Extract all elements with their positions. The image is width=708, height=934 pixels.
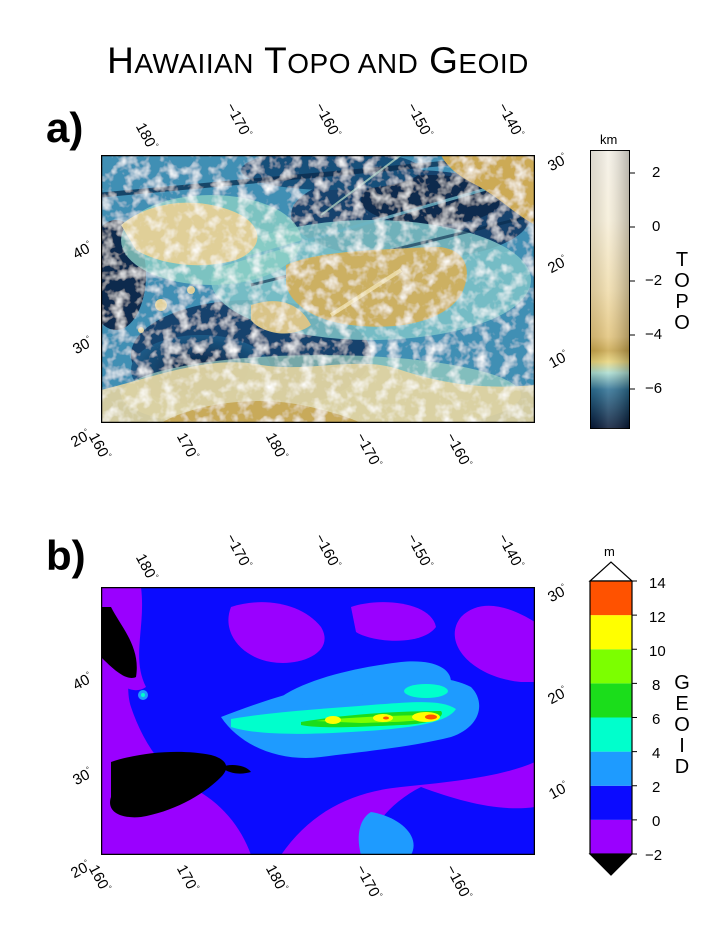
lat-tick: 10° bbox=[546, 347, 569, 373]
lat-tick: 30° bbox=[70, 333, 93, 359]
colorbar-tick-label: −4 bbox=[645, 326, 663, 343]
lat-tick: 20° bbox=[545, 683, 568, 709]
colorbar-bin bbox=[590, 615, 632, 650]
lon-tick: −140° bbox=[493, 531, 527, 569]
colorbar-bin bbox=[590, 581, 632, 616]
lon-tick: −170° bbox=[221, 100, 255, 138]
lon-tick: −170° bbox=[351, 430, 385, 468]
colorbar-tick-label: 0 bbox=[652, 813, 661, 830]
lon-tick: 180° bbox=[131, 551, 161, 582]
page-title: HAWAIIAN TOPO AND GEOID bbox=[107, 40, 529, 81]
lat-tick: 30° bbox=[545, 581, 568, 607]
colorbar-tick-label: −2 bbox=[645, 847, 663, 864]
panel-b-label: b) bbox=[46, 532, 86, 579]
colorbar-tick-label: 6 bbox=[652, 711, 661, 728]
lon-tick: 170° bbox=[172, 862, 202, 893]
colorbar-tick-label: −6 bbox=[645, 380, 663, 397]
colorbar-tick-label: 2 bbox=[652, 779, 661, 796]
colorbar-tick-label: 2 bbox=[652, 164, 661, 181]
colorbar-tick-label: 0 bbox=[652, 218, 661, 235]
geoid-colorbar bbox=[588, 561, 637, 876]
lon-tick: 170° bbox=[172, 430, 202, 461]
lat-tick: 30° bbox=[545, 150, 568, 176]
topo-relief bbox=[101, 155, 535, 423]
colorbar-tick-label: −2 bbox=[645, 272, 663, 289]
topo-colorbar bbox=[590, 150, 635, 429]
overflow-triangle-high bbox=[588, 561, 634, 582]
lon-tick: −170° bbox=[221, 531, 255, 569]
lon-tick: −160° bbox=[441, 862, 475, 900]
lon-tick: −170° bbox=[351, 862, 385, 900]
lon-tick: 180° bbox=[261, 862, 291, 893]
colorbar-bin bbox=[590, 819, 632, 854]
map-frame bbox=[101, 587, 535, 855]
topo-map bbox=[101, 155, 535, 423]
lon-tick: −150° bbox=[402, 100, 436, 138]
colorbar-bin bbox=[590, 717, 632, 752]
colorbar-bin bbox=[590, 751, 632, 786]
colorbar-bin bbox=[590, 683, 632, 718]
overflow-triangle-low bbox=[588, 853, 634, 876]
lon-tick: −140° bbox=[493, 100, 527, 138]
lon-tick: 180° bbox=[131, 120, 161, 151]
lon-tick: −160° bbox=[441, 430, 475, 468]
colorbar-bin bbox=[590, 649, 632, 684]
lon-tick: −150° bbox=[402, 531, 436, 569]
lon-tick: −160° bbox=[310, 100, 344, 138]
colorbar-unit: km bbox=[600, 132, 618, 147]
colorbar-tick-label: 8 bbox=[652, 677, 661, 694]
lon-tick: 180° bbox=[261, 430, 291, 461]
lat-tick: 40° bbox=[70, 669, 93, 695]
map-frame bbox=[101, 155, 535, 423]
geoid-map bbox=[101, 587, 535, 855]
colorbar-tick-label: 14 bbox=[649, 575, 666, 592]
colorbar-tick-label: 12 bbox=[649, 609, 666, 626]
colorbar-tick-label: 4 bbox=[652, 745, 661, 762]
colorbar-bin bbox=[590, 785, 632, 820]
lat-tick: 20° bbox=[545, 252, 568, 278]
colorbar-unit: m bbox=[604, 544, 615, 559]
lat-tick: 30° bbox=[70, 764, 93, 790]
colorbar-tick-label: 10 bbox=[649, 643, 666, 660]
lat-tick: 10° bbox=[546, 778, 569, 804]
lat-tick: 40° bbox=[70, 238, 93, 264]
lon-tick: −160° bbox=[310, 531, 344, 569]
panel-a-label: a) bbox=[46, 104, 84, 151]
